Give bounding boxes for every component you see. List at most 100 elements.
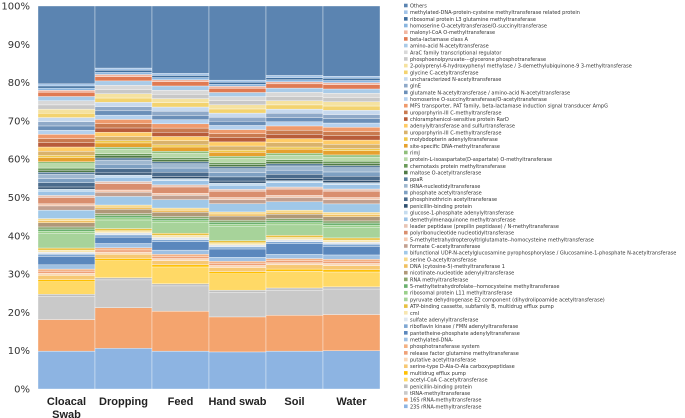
bar-segment bbox=[322, 84, 381, 90]
bar-segment bbox=[322, 127, 381, 132]
bar-segment bbox=[94, 176, 153, 182]
legend-swatch bbox=[404, 371, 408, 375]
legend-swatch bbox=[404, 90, 408, 95]
bar-segment bbox=[322, 150, 381, 156]
legend-item: ppaR bbox=[404, 177, 423, 183]
bar-segment bbox=[208, 197, 267, 200]
bar-segment bbox=[94, 168, 153, 174]
bar-segment bbox=[265, 224, 324, 236]
bar-segment bbox=[94, 127, 153, 133]
bar-segment bbox=[322, 167, 381, 173]
bar-segment bbox=[94, 243, 153, 248]
legend-swatch bbox=[404, 404, 408, 409]
legend-label: glycine C-acetyltransferase bbox=[410, 70, 478, 76]
bar-segment bbox=[322, 261, 381, 264]
bar-segment bbox=[265, 239, 324, 242]
legend-item: methylated-DNA-protein-cysteine methyltr… bbox=[404, 10, 580, 16]
legend-item: serine O-acetyltransferase bbox=[404, 257, 477, 263]
bar-segment bbox=[151, 249, 210, 255]
bar-segment bbox=[208, 191, 267, 198]
bar-segment bbox=[265, 262, 324, 266]
bar-segment bbox=[37, 134, 96, 139]
bar-segment bbox=[94, 147, 153, 150]
bar-segment bbox=[322, 182, 381, 185]
bar-segment bbox=[37, 169, 96, 173]
bar-segment bbox=[265, 201, 324, 211]
bar-segment bbox=[322, 80, 381, 83]
bar-segment bbox=[151, 159, 210, 162]
legend-label: methylated-DNA-protein-cysteine methyltr… bbox=[410, 10, 580, 16]
bar-segment bbox=[322, 269, 381, 273]
legend-item: riboflavin kinase / FMN adenylyltransfer… bbox=[404, 324, 518, 330]
legend-item: uncharacterized N-acetyltransferase bbox=[404, 77, 501, 83]
bar-segment bbox=[151, 193, 210, 196]
legend-label: serine-type D-Ala-D-Ala carboxypeptidase bbox=[410, 364, 515, 370]
legend-item: protein-L-isoaspartate(D-aspartate) O-me… bbox=[404, 157, 552, 163]
legend-label: nicotinate-nucleotide adenylyltransferas… bbox=[410, 271, 514, 277]
bar-segment bbox=[94, 251, 153, 255]
legend-label: Others bbox=[410, 4, 427, 10]
bar-column bbox=[265, 5, 324, 390]
bar-segment bbox=[37, 129, 96, 135]
bar-column bbox=[322, 5, 381, 390]
legend-item: release factor glutamine methyltransfera… bbox=[404, 351, 519, 357]
bar-segment bbox=[94, 249, 153, 253]
legend-label: formate C-acetyltransferase bbox=[410, 244, 480, 250]
legend-label: chemotaxis protein methyltransferase bbox=[410, 164, 506, 170]
bar-segment bbox=[37, 281, 96, 295]
bar-segment bbox=[265, 178, 324, 181]
legend-label: methylated-DNA- bbox=[410, 338, 453, 344]
x-tick-label: Hand swab bbox=[208, 396, 266, 408]
bar-segment bbox=[151, 73, 210, 76]
bar-segment bbox=[151, 5, 210, 74]
bar-segment bbox=[94, 189, 153, 193]
legend-item: pantetheine-phosphate adenylyltransferas… bbox=[404, 331, 520, 337]
bar-segment bbox=[151, 115, 210, 120]
bar-segment bbox=[208, 351, 267, 390]
legend-label: amino-acid N-acetyltransferase bbox=[410, 44, 489, 50]
x-tick-label: Cloacal bbox=[47, 396, 86, 408]
bar-segment bbox=[151, 212, 210, 217]
bar-segment bbox=[94, 132, 153, 137]
bar-segment bbox=[37, 85, 96, 89]
bar-segment bbox=[37, 205, 96, 211]
bar-segment bbox=[151, 178, 210, 181]
bar-segment bbox=[94, 234, 153, 238]
y-tick-label: 60% bbox=[8, 155, 30, 166]
bar-segment bbox=[37, 155, 96, 158]
legend-item: penicillin-binding protein bbox=[404, 204, 472, 210]
bar-segment bbox=[322, 216, 381, 222]
bar-segment bbox=[265, 264, 324, 270]
bar-segment bbox=[94, 157, 153, 161]
bar-segment bbox=[322, 171, 381, 177]
legend-label: site-specific DNA-methyltransferase bbox=[410, 144, 500, 150]
legend-item: 5-methyltetrahydropteroyltriglutamate--h… bbox=[404, 237, 594, 243]
legend-item: rimJ bbox=[404, 150, 420, 156]
legend-item: multidrug efflux pump bbox=[404, 371, 466, 377]
bar-segment bbox=[265, 153, 324, 156]
bar-segment bbox=[151, 264, 210, 268]
bar-segment bbox=[151, 123, 210, 129]
bar-segment bbox=[265, 77, 324, 80]
legend-swatch bbox=[404, 170, 408, 175]
bar-segment bbox=[37, 233, 96, 249]
bar-segment bbox=[151, 106, 210, 112]
legend-swatch bbox=[404, 237, 408, 242]
legend-item: glucose-1-phosphate adenylyltransferase bbox=[404, 211, 514, 217]
legend-item: MFS transporter, PAT family, beta-lactam… bbox=[404, 104, 608, 110]
bar-segment bbox=[37, 178, 96, 183]
y-tick-label: 30% bbox=[8, 270, 30, 281]
y-tick-label: 40% bbox=[8, 231, 30, 242]
bar-segment bbox=[265, 214, 324, 219]
legend-label: acetyl-CoA C-acetyltransferase bbox=[410, 378, 488, 384]
bar-segment bbox=[208, 180, 267, 184]
bar-segment bbox=[94, 172, 153, 176]
legend-item: uroporphyrin-III C-methyltransferase bbox=[404, 110, 501, 116]
legend-item: ATP-binding cassette, subfamily B, multi… bbox=[404, 304, 554, 310]
legend-swatch bbox=[404, 310, 408, 315]
bar-segment bbox=[151, 98, 210, 103]
bar-segment bbox=[208, 316, 267, 353]
bar-segment bbox=[37, 182, 96, 188]
bar-segment bbox=[208, 125, 267, 130]
bar-segment bbox=[322, 314, 381, 351]
